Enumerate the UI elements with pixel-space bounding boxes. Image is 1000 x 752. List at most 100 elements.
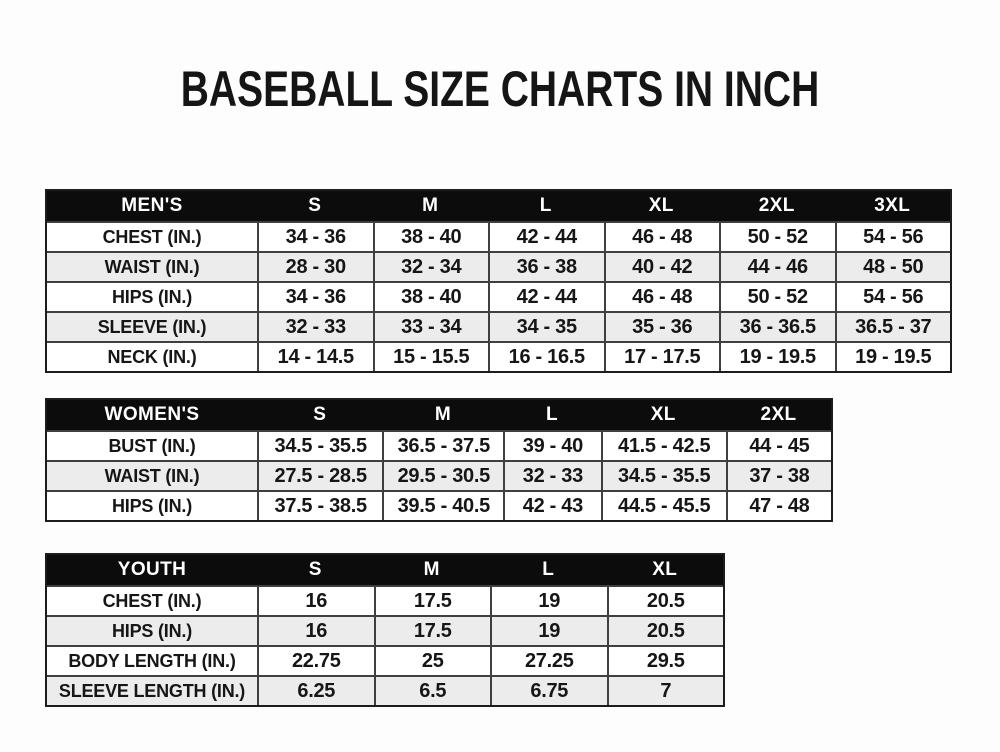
womens-size-header-l: L	[545, 404, 558, 425]
size-value-cell: 32 - 33	[503, 462, 600, 490]
womens-waist-row: WAIST (IN.) 27.5 - 28.5 29.5 - 30.5 32 -…	[47, 460, 831, 490]
size-value-cell: 41.5 - 42.5	[600, 432, 726, 460]
womens-size-table: WOMEN'S S M L XL 2XL BUST (IN.) 34.5 - 3…	[45, 398, 833, 522]
size-value-cell: 7	[606, 677, 724, 705]
row-label-cell: HIPS (IN.)	[111, 495, 192, 516]
size-value-cell: 42 - 44	[488, 283, 604, 311]
size-value-cell: 54 - 56	[834, 223, 951, 251]
youth-size-table: YOUTH S M L XL CHEST (IN.) 16 17.5 19 20…	[45, 553, 725, 707]
mens-hips-row: HIPS (IN.) 34 - 36 38 - 40 42 - 44 46 - …	[47, 281, 950, 311]
mens-size-header-l: L	[539, 195, 552, 216]
row-label-cell: WAIST (IN.)	[104, 256, 200, 277]
size-value-cell: 37.5 - 38.5	[257, 492, 382, 520]
size-value-cell: 17.5	[373, 617, 491, 645]
mens-neck-row: NECK (IN.) 14 - 14.5 15 - 15.5 16 - 16.5…	[47, 341, 950, 371]
mens-sleeve-row: SLEEVE (IN.) 32 - 33 33 - 34 34 - 35 35 …	[47, 311, 950, 341]
mens-size-header-3xl: 3XL	[874, 195, 911, 216]
row-label-cell: NECK (IN.)	[107, 346, 197, 367]
size-value-cell: 16	[257, 617, 374, 645]
size-value-cell: 44 - 46	[719, 253, 835, 281]
size-value-cell: 37 - 38	[725, 462, 831, 490]
size-value-cell: 20.5	[606, 617, 724, 645]
womens-hips-row: HIPS (IN.) 37.5 - 38.5 39.5 - 40.5 42 - …	[47, 490, 831, 520]
womens-table-title-cell: WOMEN'S	[104, 404, 200, 425]
size-value-cell: 44.5 - 45.5	[600, 492, 726, 520]
row-label-cell: CHEST (IN.)	[102, 590, 202, 611]
size-value-cell: 42 - 43	[503, 492, 600, 520]
size-value-cell: 15 - 15.5	[372, 343, 489, 371]
row-label-cell: BUST (IN.)	[108, 435, 196, 456]
size-value-cell: 36 - 36.5	[719, 313, 835, 341]
row-label-cell: HIPS (IN.)	[111, 286, 192, 307]
size-value-cell: 32 - 34	[372, 253, 489, 281]
size-value-cell: 25	[373, 647, 491, 675]
size-value-cell: 20.5	[606, 587, 724, 615]
size-value-cell: 29.5 - 30.5	[382, 462, 503, 490]
mens-table-header-row: MEN'S S M L XL 2XL 3XL	[47, 191, 950, 221]
size-value-cell: 39 - 40	[503, 432, 600, 460]
size-value-cell: 17.5	[373, 587, 491, 615]
youth-size-header-xl: XL	[652, 559, 678, 580]
size-value-cell: 34 - 36	[257, 283, 373, 311]
size-value-cell: 6.25	[257, 677, 374, 705]
size-value-cell: 42 - 44	[488, 223, 604, 251]
size-value-cell: 50 - 52	[719, 223, 835, 251]
size-value-cell: 29.5	[606, 647, 724, 675]
size-value-cell: 46 - 48	[603, 223, 720, 251]
size-value-cell: 19 - 19.5	[834, 343, 951, 371]
size-value-cell: 46 - 48	[603, 283, 720, 311]
mens-chest-row: CHEST (IN.) 34 - 36 38 - 40 42 - 44 46 -…	[47, 221, 950, 251]
size-value-cell: 44 - 45	[725, 432, 831, 460]
youth-hips-row: HIPS (IN.) 16 17.5 19 20.5	[47, 615, 723, 645]
size-value-cell: 34 - 35	[488, 313, 604, 341]
womens-size-header-s: S	[313, 404, 327, 425]
size-value-cell: 19	[490, 587, 607, 615]
womens-bust-row: BUST (IN.) 34.5 - 35.5 36.5 - 37.5 39 - …	[47, 430, 831, 460]
size-value-cell: 36.5 - 37	[834, 313, 951, 341]
youth-size-header-l: L	[542, 559, 555, 580]
mens-table-title-cell: MEN'S	[121, 195, 183, 216]
size-value-cell: 28 - 30	[257, 253, 373, 281]
size-value-cell: 14 - 14.5	[257, 343, 373, 371]
size-value-cell: 33 - 34	[372, 313, 489, 341]
womens-table-header-row: WOMEN'S S M L XL 2XL	[47, 400, 831, 430]
youth-size-header-s: S	[308, 559, 322, 580]
size-value-cell: 6.5	[373, 677, 491, 705]
mens-waist-row: WAIST (IN.) 28 - 30 32 - 34 36 - 38 40 -…	[47, 251, 950, 281]
womens-size-header-m: M	[434, 404, 452, 425]
womens-size-header-xl: XL	[650, 404, 676, 425]
size-value-cell: 34.5 - 35.5	[600, 462, 726, 490]
size-value-cell: 17 - 17.5	[603, 343, 720, 371]
size-value-cell: 40 - 42	[603, 253, 720, 281]
size-value-cell: 34.5 - 35.5	[257, 432, 382, 460]
row-label-cell: WAIST (IN.)	[104, 465, 200, 486]
size-value-cell: 38 - 40	[372, 283, 489, 311]
row-label-cell: HIPS (IN.)	[111, 620, 192, 641]
size-value-cell: 19 - 19.5	[719, 343, 835, 371]
size-value-cell: 36.5 - 37.5	[382, 432, 503, 460]
mens-size-header-xl: XL	[648, 195, 674, 216]
youth-chest-row: CHEST (IN.) 16 17.5 19 20.5	[47, 585, 723, 615]
size-value-cell: 27.25	[490, 647, 607, 675]
size-value-cell: 34 - 36	[257, 223, 373, 251]
row-label-cell: BODY LENGTH (IN.)	[68, 650, 236, 671]
size-value-cell: 39.5 - 40.5	[382, 492, 503, 520]
size-value-cell: 16 - 16.5	[488, 343, 604, 371]
page-title: BASEBALL SIZE CHARTS IN INCH	[180, 61, 820, 117]
size-value-cell: 54 - 56	[834, 283, 951, 311]
youth-sleeve-length-row: SLEEVE LENGTH (IN.) 6.25 6.5 6.75 7	[47, 675, 723, 705]
youth-size-header-m: M	[423, 559, 440, 580]
size-value-cell: 47 - 48	[725, 492, 831, 520]
womens-size-header-2xl: 2XL	[760, 404, 797, 425]
row-label-cell: CHEST (IN.)	[102, 226, 202, 247]
mens-size-table: MEN'S S M L XL 2XL 3XL CHEST (IN.) 34 - …	[45, 189, 952, 373]
youth-table-title-cell: YOUTH	[117, 559, 187, 580]
size-value-cell: 6.75	[490, 677, 607, 705]
row-label-cell: SLEEVE LENGTH (IN.)	[58, 680, 246, 701]
size-value-cell: 32 - 33	[257, 313, 373, 341]
size-value-cell: 36 - 38	[488, 253, 604, 281]
size-value-cell: 19	[490, 617, 607, 645]
size-value-cell: 38 - 40	[372, 223, 489, 251]
mens-size-header-s: S	[308, 195, 322, 216]
